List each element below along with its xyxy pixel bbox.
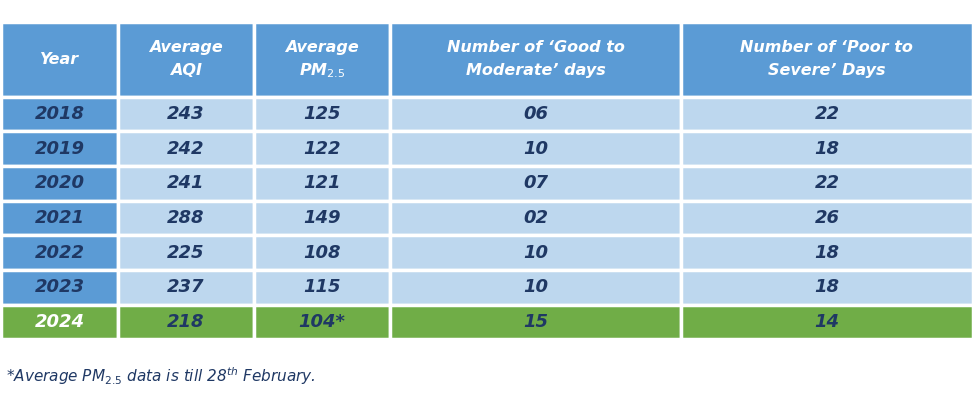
FancyBboxPatch shape bbox=[1, 166, 118, 201]
FancyBboxPatch shape bbox=[681, 166, 973, 201]
Text: 06: 06 bbox=[523, 105, 548, 123]
FancyBboxPatch shape bbox=[681, 97, 973, 131]
FancyBboxPatch shape bbox=[118, 235, 254, 270]
Text: 2019: 2019 bbox=[35, 139, 85, 158]
Text: 2021: 2021 bbox=[35, 209, 85, 227]
FancyBboxPatch shape bbox=[1, 201, 118, 235]
FancyBboxPatch shape bbox=[118, 166, 254, 201]
FancyBboxPatch shape bbox=[118, 97, 254, 131]
Text: 104*: 104* bbox=[298, 313, 346, 331]
Text: 2022: 2022 bbox=[35, 244, 85, 262]
Text: 108: 108 bbox=[303, 244, 341, 262]
Text: 241: 241 bbox=[168, 174, 205, 192]
FancyBboxPatch shape bbox=[1, 97, 118, 131]
Text: 10: 10 bbox=[523, 244, 548, 262]
Text: Moderate’ days: Moderate’ days bbox=[466, 63, 606, 78]
Text: AQI: AQI bbox=[169, 63, 202, 78]
FancyBboxPatch shape bbox=[254, 131, 390, 166]
FancyBboxPatch shape bbox=[1, 22, 118, 97]
Text: Number of ‘Poor to: Number of ‘Poor to bbox=[740, 40, 914, 55]
Text: 2024: 2024 bbox=[35, 313, 85, 331]
FancyBboxPatch shape bbox=[681, 131, 973, 166]
FancyBboxPatch shape bbox=[118, 22, 254, 97]
Text: 18: 18 bbox=[814, 139, 840, 158]
FancyBboxPatch shape bbox=[254, 270, 390, 305]
FancyBboxPatch shape bbox=[1, 131, 118, 166]
Text: 26: 26 bbox=[814, 209, 840, 227]
Text: 237: 237 bbox=[168, 278, 205, 296]
FancyBboxPatch shape bbox=[118, 270, 254, 305]
FancyBboxPatch shape bbox=[118, 201, 254, 235]
FancyBboxPatch shape bbox=[254, 97, 390, 131]
Text: 149: 149 bbox=[303, 209, 341, 227]
FancyBboxPatch shape bbox=[390, 270, 681, 305]
Text: 288: 288 bbox=[168, 209, 205, 227]
Text: 22: 22 bbox=[814, 174, 840, 192]
Text: 07: 07 bbox=[523, 174, 548, 192]
Text: *Average PM$_{2.5}$ data is till 28$^{th}$ February.: *Average PM$_{2.5}$ data is till 28$^{th… bbox=[6, 366, 316, 387]
FancyBboxPatch shape bbox=[390, 235, 681, 270]
Text: 14: 14 bbox=[814, 313, 840, 331]
Text: 18: 18 bbox=[814, 244, 840, 262]
Text: Number of ‘Good to: Number of ‘Good to bbox=[447, 40, 624, 55]
FancyBboxPatch shape bbox=[681, 22, 973, 97]
Text: 242: 242 bbox=[168, 139, 205, 158]
Text: 22: 22 bbox=[814, 105, 840, 123]
Text: Year: Year bbox=[40, 52, 79, 67]
Text: 10: 10 bbox=[523, 139, 548, 158]
FancyBboxPatch shape bbox=[681, 201, 973, 235]
Text: 18: 18 bbox=[814, 278, 840, 296]
FancyBboxPatch shape bbox=[254, 22, 390, 97]
FancyBboxPatch shape bbox=[254, 235, 390, 270]
FancyBboxPatch shape bbox=[254, 201, 390, 235]
Text: 15: 15 bbox=[523, 313, 548, 331]
FancyBboxPatch shape bbox=[1, 270, 118, 305]
FancyBboxPatch shape bbox=[390, 97, 681, 131]
FancyBboxPatch shape bbox=[681, 305, 973, 339]
Text: 115: 115 bbox=[303, 278, 341, 296]
Text: 2018: 2018 bbox=[35, 105, 85, 123]
FancyBboxPatch shape bbox=[1, 305, 118, 339]
FancyBboxPatch shape bbox=[681, 270, 973, 305]
Text: Average: Average bbox=[149, 40, 223, 55]
Text: 122: 122 bbox=[303, 139, 341, 158]
Text: 218: 218 bbox=[168, 313, 205, 331]
Text: 125: 125 bbox=[303, 105, 341, 123]
FancyBboxPatch shape bbox=[118, 131, 254, 166]
FancyBboxPatch shape bbox=[390, 166, 681, 201]
Text: 2023: 2023 bbox=[35, 278, 85, 296]
Text: 121: 121 bbox=[303, 174, 341, 192]
Text: 10: 10 bbox=[523, 278, 548, 296]
Text: 02: 02 bbox=[523, 209, 548, 227]
FancyBboxPatch shape bbox=[118, 305, 254, 339]
FancyBboxPatch shape bbox=[390, 305, 681, 339]
Text: 225: 225 bbox=[168, 244, 205, 262]
FancyBboxPatch shape bbox=[390, 201, 681, 235]
FancyBboxPatch shape bbox=[681, 235, 973, 270]
FancyBboxPatch shape bbox=[254, 305, 390, 339]
Text: PM$_{2.5}$: PM$_{2.5}$ bbox=[299, 61, 345, 80]
Text: Average: Average bbox=[285, 40, 358, 55]
FancyBboxPatch shape bbox=[1, 235, 118, 270]
FancyBboxPatch shape bbox=[254, 166, 390, 201]
FancyBboxPatch shape bbox=[390, 131, 681, 166]
Text: 2020: 2020 bbox=[35, 174, 85, 192]
Text: Severe’ Days: Severe’ Days bbox=[768, 63, 885, 78]
FancyBboxPatch shape bbox=[390, 22, 681, 97]
Text: 243: 243 bbox=[168, 105, 205, 123]
